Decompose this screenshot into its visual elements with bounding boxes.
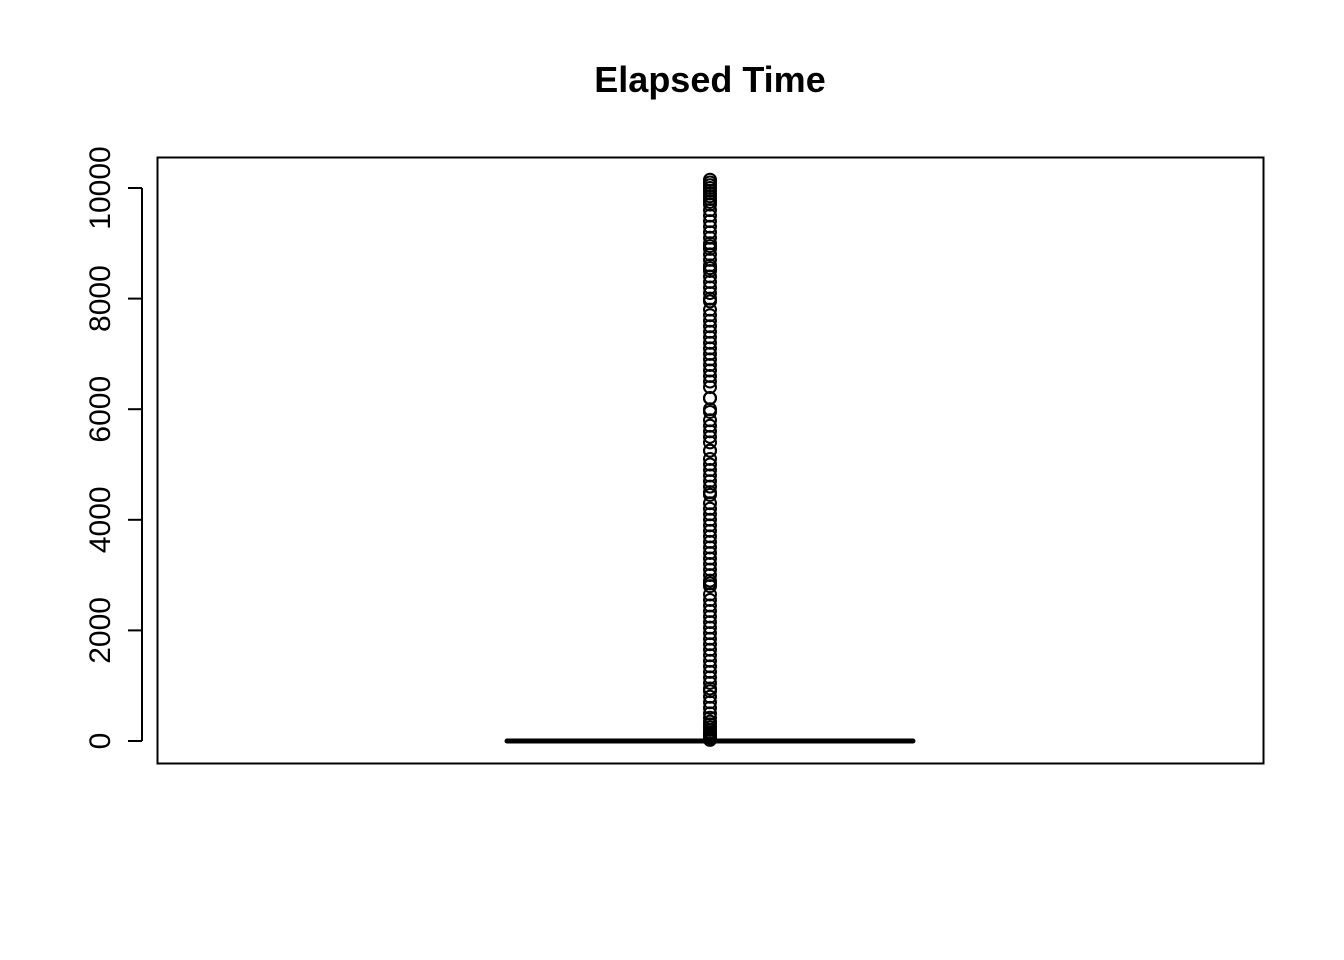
y-tick-label: 2000 [84, 597, 117, 664]
outlier-point [703, 404, 717, 419]
outlier-point [703, 435, 717, 450]
y-tick-label: 6000 [84, 376, 117, 443]
outlier-point [703, 487, 717, 502]
y-tick-label: 4000 [84, 486, 117, 553]
y-tick-label: 10000 [84, 146, 117, 229]
plot-frame [156, 156, 1265, 765]
outlier-point [703, 579, 717, 594]
outlier-point [703, 443, 717, 458]
outlier-point [703, 675, 717, 690]
outlier-point [703, 700, 717, 715]
outlier-point [703, 479, 717, 494]
outlier-point [703, 732, 717, 747]
outlier-point [703, 429, 717, 444]
outlier-point [703, 294, 717, 309]
outlier-points [703, 172, 717, 747]
outlier-point [703, 286, 717, 301]
y-tick-label: 0 [84, 733, 117, 750]
y-axis: 0 2000 4000 6000 8000 10000 [84, 146, 143, 750]
outlier-point [703, 374, 717, 389]
y-tick-label: 8000 [84, 265, 117, 332]
chart-title: Elapsed Time [594, 59, 825, 100]
